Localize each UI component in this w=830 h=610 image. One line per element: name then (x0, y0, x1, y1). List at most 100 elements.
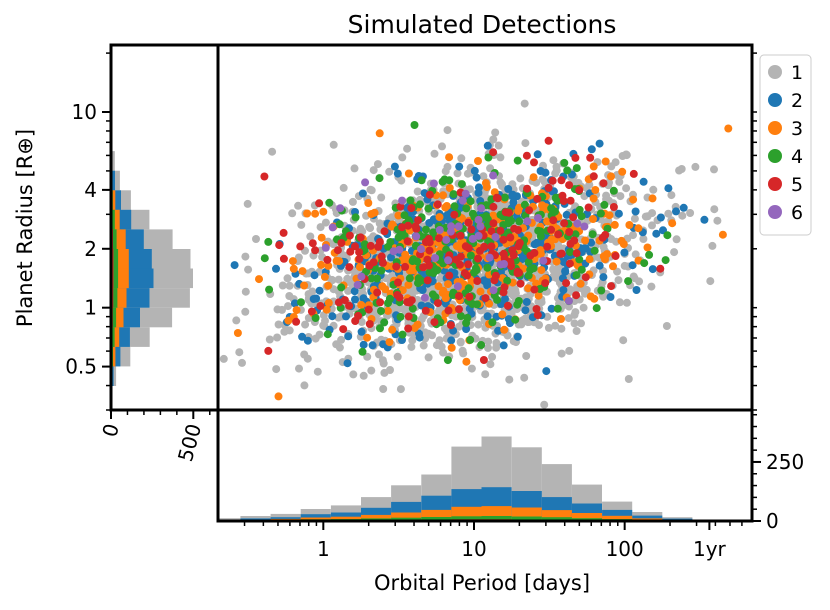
point-multiplicity-4 (417, 176, 426, 185)
point-multiplicity-4 (384, 299, 392, 308)
point-multiplicity-2 (504, 185, 513, 193)
legend-label-3: 3 (791, 118, 803, 140)
point-multiplicity-2 (587, 145, 596, 154)
legend-marker-6 (768, 205, 782, 219)
point-multiplicity-3 (445, 184, 454, 192)
point-multiplicity-6 (398, 196, 407, 205)
point-multiplicity-3 (404, 169, 413, 178)
point-multiplicity-5 (565, 259, 574, 268)
point-multiplicity-4 (448, 291, 457, 299)
point-multiplicity-5 (296, 242, 305, 251)
point-multiplicity-1 (572, 327, 581, 335)
point-multiplicity-5 (355, 248, 364, 257)
point-multiplicity-1 (520, 373, 529, 382)
point-multiplicity-5 (499, 235, 508, 244)
point-multiplicity-1 (332, 340, 341, 349)
point-multiplicity-3 (524, 284, 533, 293)
legend-marker-2 (768, 93, 782, 107)
count-tick-label: 0 (766, 509, 779, 533)
point-multiplicity-1 (274, 320, 283, 329)
point-multiplicity-1 (241, 252, 250, 261)
point-multiplicity-1 (453, 169, 462, 178)
point-multiplicity-1 (649, 185, 658, 194)
point-multiplicity-4 (663, 231, 672, 240)
point-multiplicity-3 (441, 294, 450, 303)
point-multiplicity-5 (377, 252, 386, 261)
point-multiplicity-3 (625, 221, 634, 229)
point-multiplicity-5 (584, 203, 593, 212)
point-multiplicity-3 (404, 280, 413, 289)
point-multiplicity-1 (328, 276, 337, 285)
point-multiplicity-2 (533, 150, 542, 159)
bottom-hist-bar-series-3 (391, 512, 422, 521)
legend-marker-5 (768, 177, 782, 191)
point-multiplicity-1 (244, 265, 253, 274)
point-multiplicity-5 (433, 200, 442, 209)
point-multiplicity-4 (323, 330, 332, 339)
point-multiplicity-6 (500, 260, 508, 268)
point-multiplicity-4 (529, 264, 538, 273)
point-multiplicity-2 (357, 327, 366, 336)
bottom-hist-bar-series-4 (421, 517, 452, 521)
point-multiplicity-1 (407, 342, 416, 351)
point-multiplicity-5 (376, 298, 385, 307)
point-multiplicity-3 (476, 287, 485, 296)
point-multiplicity-5 (581, 273, 590, 282)
point-multiplicity-1 (443, 327, 451, 336)
point-multiplicity-5 (379, 258, 387, 267)
point-multiplicity-3 (388, 325, 397, 334)
point-multiplicity-1 (367, 366, 376, 375)
point-multiplicity-1 (570, 319, 579, 328)
point-multiplicity-5 (425, 190, 434, 199)
point-multiplicity-1 (457, 154, 466, 163)
point-multiplicity-5 (394, 278, 402, 287)
point-multiplicity-2 (303, 336, 312, 345)
point-multiplicity-6 (412, 232, 421, 241)
point-multiplicity-1 (356, 224, 365, 233)
point-multiplicity-6 (489, 286, 498, 295)
point-multiplicity-2 (455, 162, 464, 171)
point-multiplicity-5 (499, 288, 508, 297)
point-multiplicity-3 (485, 299, 494, 308)
point-multiplicity-4 (443, 356, 452, 365)
point-multiplicity-3 (289, 264, 298, 273)
point-multiplicity-4 (563, 166, 572, 175)
point-multiplicity-3 (292, 306, 301, 315)
point-multiplicity-5 (475, 246, 484, 255)
point-multiplicity-2 (387, 253, 395, 262)
point-multiplicity-1 (615, 298, 624, 307)
point-multiplicity-2 (679, 203, 688, 212)
point-multiplicity-2 (479, 276, 488, 285)
left-hist-bar-series-2 (111, 190, 121, 210)
point-multiplicity-5 (345, 231, 354, 240)
point-multiplicity-1 (438, 142, 446, 151)
point-multiplicity-1 (243, 199, 252, 208)
point-multiplicity-5 (572, 291, 581, 300)
point-multiplicity-3 (300, 281, 309, 290)
point-multiplicity-2 (628, 261, 637, 270)
point-multiplicity-5 (419, 263, 428, 272)
point-multiplicity-1 (288, 209, 297, 218)
point-multiplicity-5 (465, 292, 474, 301)
point-multiplicity-5 (364, 305, 373, 314)
point-multiplicity-2 (521, 306, 530, 315)
point-multiplicity-1 (516, 174, 525, 183)
point-multiplicity-4 (456, 312, 465, 320)
point-multiplicity-1 (350, 164, 359, 173)
bottom-period-histogram (218, 436, 752, 521)
point-multiplicity-5 (504, 208, 513, 217)
point-multiplicity-1 (488, 352, 497, 361)
point-multiplicity-5 (404, 221, 413, 230)
point-multiplicity-2 (595, 139, 604, 148)
point-multiplicity-2 (368, 341, 377, 350)
left-hist-bar-series-3 (111, 190, 116, 210)
point-multiplicity-5 (570, 236, 579, 245)
point-multiplicity-5 (611, 252, 620, 260)
point-multiplicity-1 (268, 147, 277, 156)
point-multiplicity-4 (488, 318, 497, 327)
point-multiplicity-2 (530, 240, 539, 249)
point-multiplicity-1 (278, 281, 287, 290)
point-multiplicity-1 (492, 339, 501, 347)
point-multiplicity-2 (542, 367, 551, 376)
point-multiplicity-5 (345, 301, 354, 310)
